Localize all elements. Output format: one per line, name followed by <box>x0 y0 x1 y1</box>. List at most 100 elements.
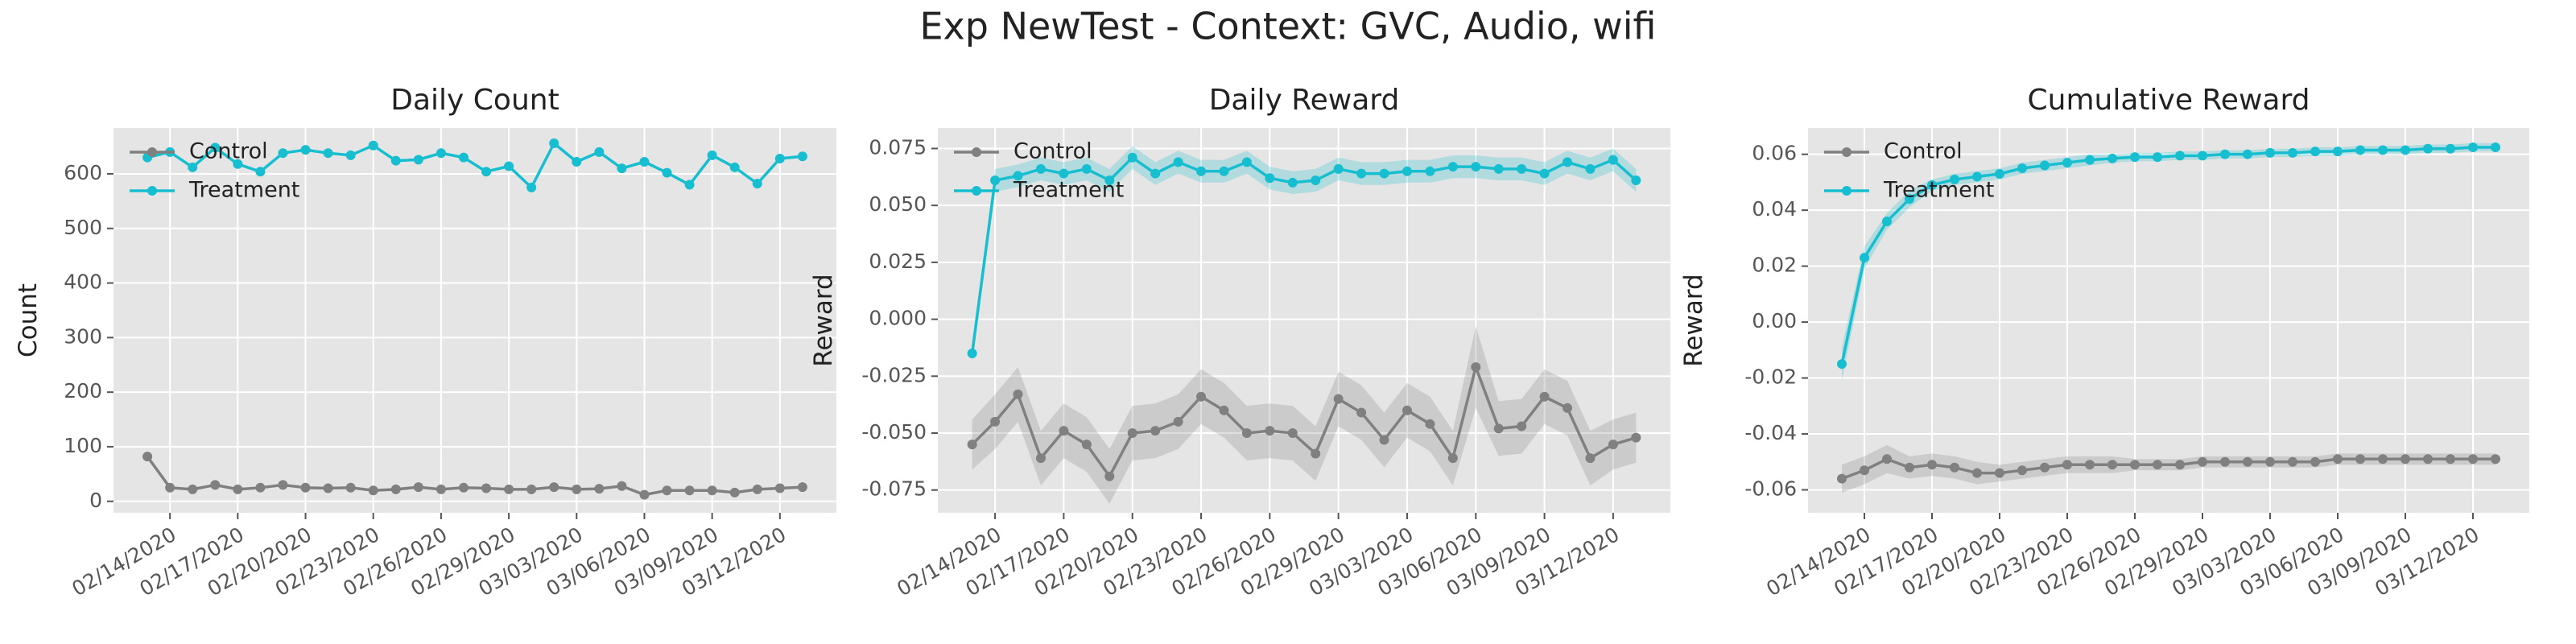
data-point <box>2243 456 2252 467</box>
data-point <box>390 155 401 166</box>
legend-marker <box>1842 186 1852 196</box>
data-point <box>481 167 492 177</box>
subplot-title: Daily Reward <box>1209 84 1400 117</box>
legend-label: Treatment <box>188 178 299 203</box>
data-point <box>617 481 627 491</box>
data-point <box>2446 143 2455 154</box>
data-point <box>2491 454 2500 464</box>
data-point <box>436 484 446 494</box>
data-point <box>255 482 266 493</box>
data-point <box>323 148 333 159</box>
data-point <box>1081 163 1092 174</box>
data-point <box>617 163 627 174</box>
y-tick-label: 0.06 <box>1752 142 1797 165</box>
y-tick-label: 0.075 <box>869 135 927 159</box>
data-point <box>1402 166 1412 176</box>
data-point <box>707 485 717 496</box>
data-point <box>1860 465 1869 476</box>
legend-label: Control <box>1884 139 1963 164</box>
data-point <box>2175 151 2185 161</box>
data-point <box>1035 453 1046 464</box>
data-point <box>1905 462 1914 473</box>
y-tick-label: 0 <box>89 489 102 512</box>
data-point <box>413 155 423 165</box>
legend-label: Control <box>189 139 268 164</box>
data-point <box>2153 460 2162 470</box>
data-point <box>549 482 559 493</box>
data-point <box>549 138 559 148</box>
subplot-title: Daily Count <box>390 84 559 117</box>
data-point <box>662 167 672 178</box>
data-point <box>2288 147 2297 158</box>
data-point <box>1631 175 1641 186</box>
data-point <box>1563 157 1573 167</box>
data-point <box>1425 166 1435 176</box>
data-point <box>1127 428 1137 439</box>
data-point <box>2401 454 2410 464</box>
data-point <box>1379 168 1389 179</box>
data-point <box>2401 145 2410 155</box>
data-point <box>1104 471 1115 481</box>
subplot: Daily CountCount010020030040050060002/14… <box>14 84 836 601</box>
data-point <box>2310 147 2320 157</box>
data-point <box>1471 162 1481 172</box>
data-point <box>210 142 221 153</box>
data-point <box>572 484 582 494</box>
data-point <box>2107 153 2117 163</box>
y-tick-label: 0.000 <box>869 307 927 330</box>
data-point <box>458 152 469 163</box>
data-point <box>1972 468 1982 478</box>
data-point <box>774 153 785 163</box>
data-point <box>594 484 605 494</box>
data-point <box>278 148 288 159</box>
y-tick-label: 200 <box>64 379 102 402</box>
data-point <box>1035 163 1046 174</box>
plot-background <box>938 128 1670 513</box>
data-point <box>1972 171 1982 182</box>
y-tick-label: -0.025 <box>861 363 927 386</box>
data-point <box>1837 473 1847 484</box>
data-point <box>2198 151 2207 161</box>
data-point <box>2355 454 2365 464</box>
data-point <box>1150 426 1161 436</box>
data-point <box>1517 421 1527 431</box>
data-point <box>368 485 378 496</box>
data-point <box>1081 440 1092 450</box>
data-point <box>300 482 311 493</box>
data-point <box>1287 428 1298 439</box>
data-point <box>967 440 977 450</box>
data-point <box>1882 454 1892 464</box>
data-point <box>990 175 1001 186</box>
data-point <box>2085 155 2095 165</box>
data-point <box>323 483 333 493</box>
data-point <box>255 167 266 177</box>
y-tick-label: 600 <box>64 161 102 184</box>
data-point <box>1950 462 1959 473</box>
data-point <box>1265 173 1275 184</box>
confidence-band <box>1842 444 2496 493</box>
data-point <box>2040 462 2050 473</box>
data-point <box>1493 163 1504 174</box>
data-point <box>526 484 537 494</box>
y-axis-label: Reward <box>1679 274 1708 366</box>
legend-label: Treatment <box>1013 178 1124 203</box>
y-tick-label: 0.00 <box>1752 309 1797 332</box>
data-point <box>2017 465 2027 476</box>
data-point <box>1950 174 1959 184</box>
y-tick-label: 400 <box>64 270 102 294</box>
data-point <box>1013 171 1023 181</box>
data-point <box>1447 162 1458 172</box>
data-point <box>2265 456 2275 467</box>
plot-background <box>114 128 836 513</box>
data-point <box>2175 460 2185 470</box>
data-point <box>1905 194 1914 204</box>
data-point <box>1447 453 1458 464</box>
y-tick-label: 0.02 <box>1752 254 1797 277</box>
data-point <box>390 484 401 494</box>
data-point <box>1059 426 1069 436</box>
data-point <box>1995 468 2004 478</box>
data-point <box>1608 440 1618 450</box>
data-point <box>142 452 153 462</box>
legend-label: Treatment <box>1883 178 1994 203</box>
data-point <box>1608 155 1618 165</box>
